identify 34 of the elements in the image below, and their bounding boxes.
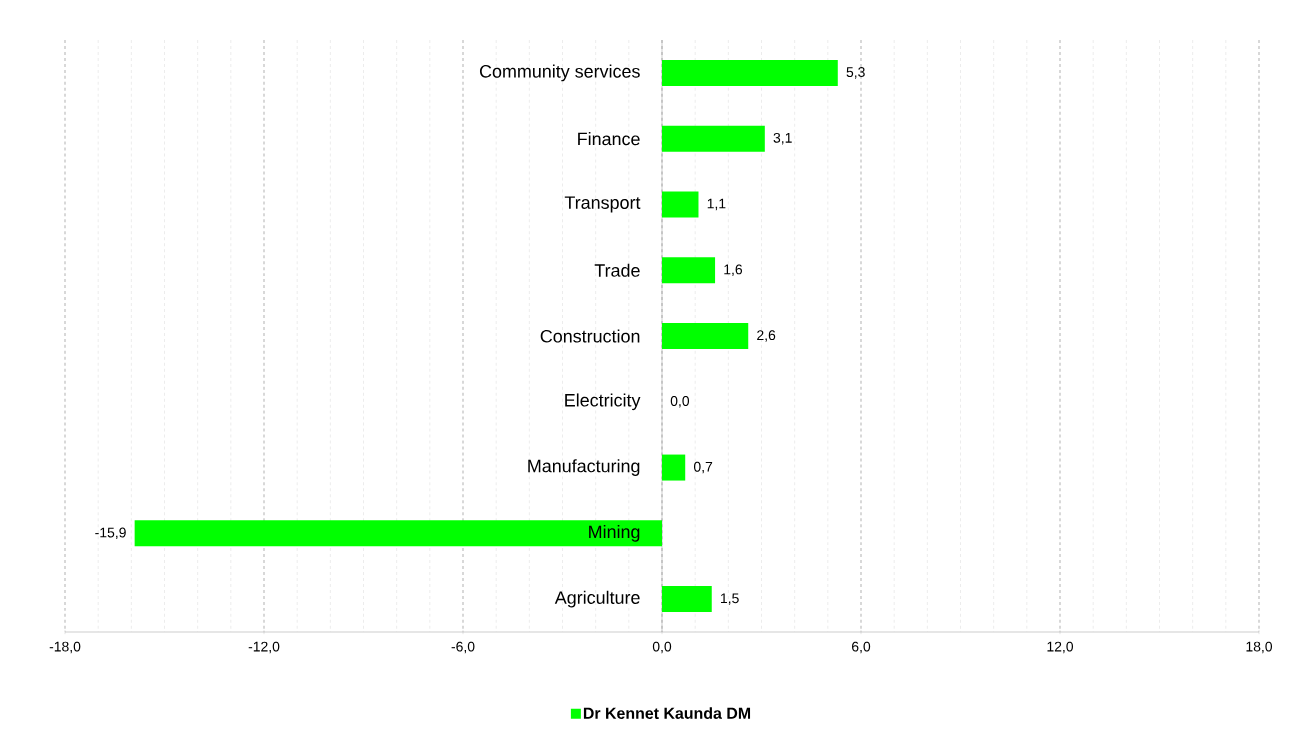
bar xyxy=(662,191,699,218)
x-tick-label: -18,0 xyxy=(49,641,81,654)
data-label: 1,1 xyxy=(707,198,726,211)
data-label: 1,6 xyxy=(724,264,743,276)
y-tick-label: Finance xyxy=(578,132,640,146)
x-tick-label: 6,0 xyxy=(852,641,871,654)
data-label: 5,3 xyxy=(846,67,865,79)
bar xyxy=(662,59,838,86)
bar xyxy=(662,454,686,481)
y-tick-label: Trade xyxy=(594,263,640,277)
data-label: 1,5 xyxy=(721,593,739,605)
bar xyxy=(662,586,712,613)
x-tick-label: 18,0 xyxy=(1246,641,1273,654)
y-tick-label: Transport xyxy=(564,196,641,213)
data-label: 0,7 xyxy=(693,461,713,474)
legend-label: Dr Kennet Kaunda DM xyxy=(583,707,751,719)
data-label: 0,0 xyxy=(670,396,690,408)
y-tick-label: Electricity xyxy=(565,393,641,411)
y-tick-label: Manufacturing xyxy=(528,459,640,476)
y-tick-label: Construction xyxy=(540,329,640,343)
x-tick-label: 0,0 xyxy=(652,641,672,654)
bar xyxy=(662,125,765,152)
x-tick-label: -6,0 xyxy=(451,641,475,654)
bar xyxy=(662,257,716,284)
bar xyxy=(134,520,662,547)
y-tick-label: Community services xyxy=(479,64,640,82)
x-tick-label: -12,0 xyxy=(248,641,280,654)
y-tick-label: Mining xyxy=(589,524,640,542)
bar xyxy=(662,323,749,349)
data-label: 2,6 xyxy=(757,330,776,342)
x-tick-label: 12,0 xyxy=(1047,641,1074,654)
data-label: -15,9 xyxy=(95,527,126,540)
data-label: 3,1 xyxy=(773,132,792,145)
y-tick-label: Agriculture xyxy=(554,590,640,608)
